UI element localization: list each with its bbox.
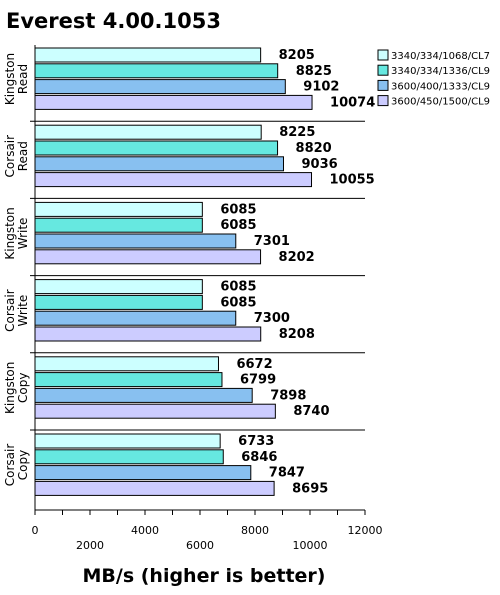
category-label-line: Copy (16, 450, 30, 480)
legend-swatch (377, 49, 389, 61)
category-label-line: Read (16, 64, 30, 94)
value-label: 10055 (330, 173, 375, 188)
category-label-line: Kingston (3, 207, 17, 259)
category-label: KingstonRead (3, 53, 30, 105)
legend-label: 3340/334/1068/CL7 (391, 51, 490, 62)
value-label: 10074 (330, 95, 375, 110)
category-label-line: Corsair (3, 289, 17, 332)
value-label: 6733 (238, 434, 274, 449)
bar-corsair-read-s3 (34, 156, 284, 172)
bar-corsair-write-s1 (34, 279, 203, 295)
x-tick-label: 12000 (348, 524, 383, 537)
bar-kingston-copy-s2 (34, 372, 223, 388)
value-label: 9036 (301, 157, 337, 172)
bar-corsair-copy-s3 (34, 465, 252, 481)
value-label: 6085 (220, 202, 256, 217)
legend: 3340/334/1068/CL7 3340/334/1336/CL9 3600/4… (377, 49, 490, 108)
chart-title: Everest 4.00.1053 (6, 9, 221, 33)
value-label: 8208 (279, 327, 315, 342)
category-label-line: Read (16, 141, 30, 171)
bar-kingston-read-s2 (34, 63, 279, 79)
x-tick-label: 4000 (131, 524, 159, 537)
value-label: 7300 (254, 311, 290, 326)
category-label-line: Kingston (3, 362, 17, 414)
bar-kingston-copy-s3 (34, 387, 253, 403)
value-label: 8205 (279, 48, 315, 63)
bar-corsair-write-s3 (34, 310, 237, 326)
category-label: CorsairCopy (3, 444, 30, 487)
category-label: KingstonCopy (3, 362, 30, 414)
bar-kingston-read-s4 (34, 94, 313, 110)
legend-swatch (377, 79, 389, 91)
category-label: CorsairWrite (3, 289, 30, 332)
bar-kingston-copy-s4 (34, 403, 276, 419)
value-label: 7847 (269, 466, 305, 481)
bar-corsair-read-s4 (34, 172, 313, 188)
value-label: 8740 (293, 404, 329, 419)
x-axis: 0 2000 4000 6000 8000 10000 12000 (32, 45, 383, 552)
value-label: 8202 (279, 250, 315, 265)
bar-kingston-read-s3 (34, 79, 286, 95)
bar-kingston-copy-s1 (34, 356, 219, 372)
bar-corsair-read-s1 (34, 124, 262, 140)
bar-kingston-write-s2 (34, 217, 203, 233)
value-label: 6846 (241, 450, 277, 465)
x-tick-label: 6000 (186, 539, 214, 552)
value-label: 6672 (236, 357, 272, 372)
value-label: 7898 (270, 388, 306, 403)
category-label-line: Copy (16, 373, 30, 403)
legend-label: 3340/334/1336/CL9 (391, 66, 490, 77)
value-label: 6799 (240, 373, 276, 388)
category-label-line: Write (16, 218, 30, 250)
category-label-line: Kingston (3, 53, 17, 105)
category-label-line: Corsair (3, 135, 17, 178)
category-label-line: Write (16, 295, 30, 327)
bar-kingston-write-s3 (34, 233, 237, 249)
value-label: 8695 (292, 481, 328, 496)
category-label-line: Corsair (3, 444, 17, 487)
x-axis-label: MB/s (higher is better) (82, 565, 325, 587)
x-tick-label: 2000 (76, 539, 104, 552)
value-label: 6085 (220, 280, 256, 295)
value-label: 6085 (220, 218, 256, 233)
legend-label: 3600/400/1333/CL9 (391, 81, 490, 92)
bar-corsair-write-s2 (34, 294, 203, 310)
legend-swatch (377, 95, 389, 107)
bar-kingston-write-s1 (34, 201, 203, 217)
bar-kingston-read-s1 (34, 47, 262, 63)
bar-corsair-copy-s4 (34, 480, 275, 496)
value-label: 6085 (220, 295, 256, 310)
category-label: KingstonWrite (3, 207, 30, 259)
bar-corsair-copy-s1 (34, 433, 221, 449)
bar-corsair-read-s2 (34, 140, 279, 156)
category-label: CorsairRead (3, 135, 30, 178)
bar-kingston-write-s4 (34, 249, 262, 265)
value-label: 9102 (303, 80, 339, 95)
value-label: 8225 (279, 125, 315, 140)
bar-corsair-write-s4 (34, 326, 262, 342)
legend-label: 3600/450/1500/CL9 (391, 97, 490, 108)
value-label: 7301 (254, 234, 290, 249)
x-tick-label: 0 (32, 524, 39, 537)
x-tick-label: 8000 (241, 524, 269, 537)
value-label: 8825 (296, 64, 332, 79)
plot-area: 82058825910210074KingstonRead82258820903… (3, 47, 375, 496)
x-tick-label: 10000 (293, 539, 328, 552)
legend-swatch (377, 64, 389, 76)
value-label: 8820 (296, 141, 332, 156)
bar-corsair-copy-s2 (34, 449, 224, 465)
